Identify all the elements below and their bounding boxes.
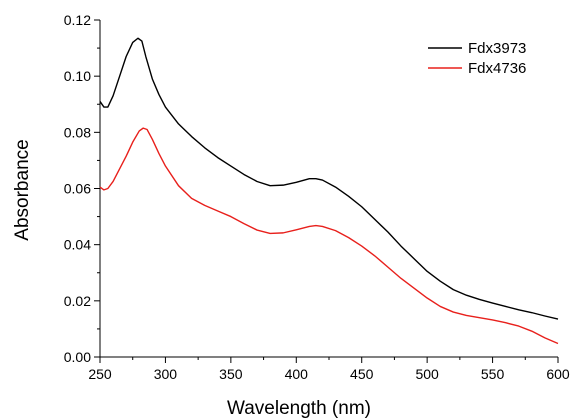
y-tick-label: 0.08 — [64, 124, 91, 140]
x-tick-label: 500 — [415, 366, 439, 382]
x-tick-label: 450 — [350, 366, 374, 382]
y-tick-label: 0.06 — [64, 181, 91, 197]
y-tick-label: 0.00 — [64, 349, 91, 365]
y-axis-title: Absorbance — [12, 139, 33, 240]
series-line-fdx3973 — [99, 37, 559, 320]
x-tick-label: 350 — [219, 366, 243, 382]
y-tick-label: 0.02 — [64, 293, 91, 309]
y-tick-label: 0.04 — [64, 237, 91, 253]
legend-label-fdx4736: Fdx4736 — [468, 60, 526, 77]
x-tick-label: 600 — [546, 366, 570, 382]
x-tick-label: 400 — [285, 366, 309, 382]
y-tick-label: 0.12 — [64, 12, 91, 28]
series-line-fdx4736 — [99, 127, 559, 345]
legend: Fdx3973 Fdx4736 — [428, 40, 526, 77]
legend-label-fdx3973: Fdx3973 — [468, 40, 526, 57]
x-tick-label: 550 — [481, 366, 505, 382]
axes-layer: 250 300 350 400 450 500 550 600 0.00 0.02 0.04 0.06… — [64, 12, 570, 382]
x-axis-title: Wavelength (nm) — [227, 398, 371, 419]
x-tick-label: 250 — [88, 366, 112, 382]
y-tick-label: 0.10 — [64, 68, 91, 84]
series-layer — [99, 37, 559, 345]
x-tick-label: 300 — [154, 366, 178, 382]
